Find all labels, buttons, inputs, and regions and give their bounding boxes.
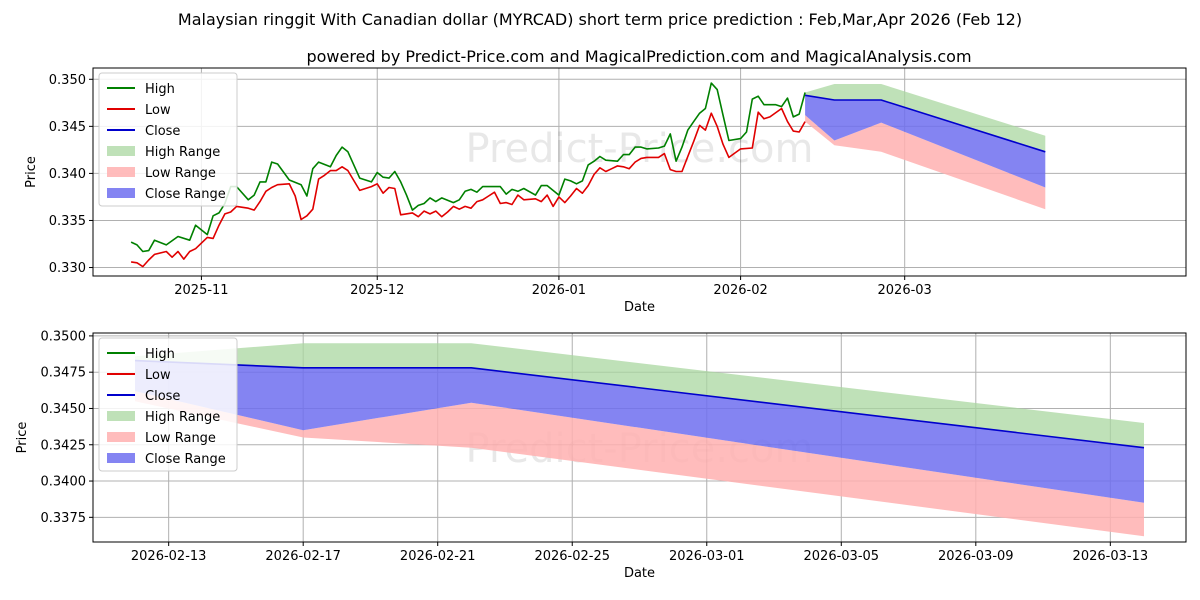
x-tick-label: 2026-02-25 bbox=[534, 549, 610, 564]
legend-swatch-low-range bbox=[107, 432, 135, 442]
legend-label-low-range: Low Range bbox=[145, 166, 216, 181]
x-tick-label: 2025-11 bbox=[174, 283, 228, 298]
y-tick-label: 0.330 bbox=[49, 261, 86, 276]
legend-swatch-close-range bbox=[107, 188, 135, 198]
low-line bbox=[130, 107, 806, 268]
close-range-area bbox=[805, 95, 1046, 188]
y-axis-label: Price bbox=[24, 156, 39, 188]
x-axis-label: Date bbox=[624, 300, 655, 315]
y-tick-label: 0.3375 bbox=[41, 511, 87, 526]
legend-label-close: Close bbox=[145, 389, 180, 404]
close-range-area bbox=[135, 360, 1144, 503]
y-tick-label: 0.3425 bbox=[41, 438, 87, 453]
x-tick-label: 2026-01 bbox=[532, 283, 586, 298]
y-tick-label: 0.3450 bbox=[41, 402, 87, 417]
x-tick-label: 2026-03-01 bbox=[669, 549, 745, 564]
x-tick-label: 2026-03-13 bbox=[1073, 549, 1149, 564]
y-tick-label: 0.3475 bbox=[41, 366, 87, 381]
legend-label-close-range: Close Range bbox=[145, 187, 226, 202]
y-tick-label: 0.340 bbox=[49, 167, 86, 182]
legend: High Low Close High Range Low Range Close Ran… bbox=[98, 72, 238, 207]
legend-label-close: Close bbox=[145, 124, 180, 139]
legend-label-low-range: Low Range bbox=[145, 431, 216, 446]
top-chart-panel: Predict-Price.com 2025-11 2025-12 2026-01 20… bbox=[24, 67, 1187, 315]
legend-label-close-range: Close Range bbox=[145, 452, 226, 467]
legend-swatch-high-range bbox=[107, 146, 135, 156]
x-tick-label: 2026-02-13 bbox=[131, 549, 207, 564]
low-range-area bbox=[135, 391, 1144, 537]
high-line bbox=[130, 82, 806, 253]
legend: High Low Close High Range Low Range Close Ran… bbox=[98, 337, 238, 472]
legend-label-high-range: High Range bbox=[145, 410, 220, 425]
legend-label-high: High bbox=[145, 82, 175, 97]
bottom-chart-panel: Predict-Price.com2026-02-132026-02-17202… bbox=[15, 329, 1187, 581]
close-line bbox=[804, 94, 1046, 153]
plot-area bbox=[130, 82, 1046, 268]
legend-label-high-range: High Range bbox=[145, 145, 220, 160]
x-tick-label: 2026-02 bbox=[713, 283, 767, 298]
figure-title: Malaysian ringgit With Canadian dollar (… bbox=[178, 10, 1022, 29]
x-tick-label: 2026-02-17 bbox=[265, 549, 341, 564]
y-tick-label: 0.335 bbox=[49, 214, 86, 229]
legend-swatch-close-range bbox=[107, 453, 135, 463]
legend-swatch-high-range bbox=[107, 411, 135, 421]
figure-subtitle: powered by Predict-Price.com and Magical… bbox=[306, 47, 971, 66]
y-tick-label: 0.3500 bbox=[41, 329, 87, 344]
low-range-area bbox=[805, 115, 1046, 210]
legend-label-low: Low bbox=[145, 368, 171, 383]
legend-swatch-low-range bbox=[107, 167, 135, 177]
y-axis-label: Price bbox=[15, 422, 30, 454]
x-tick-label: 2026-02-21 bbox=[400, 549, 476, 564]
y-tick-label: 0.3400 bbox=[41, 475, 87, 490]
legend-label-high: High bbox=[145, 347, 175, 362]
x-tick-label: 2026-03-09 bbox=[938, 549, 1014, 564]
x-tick-label: 2026-03 bbox=[878, 283, 932, 298]
high-range-area bbox=[805, 84, 1046, 152]
x-axis-label: Date bbox=[624, 566, 655, 581]
y-tick-label: 0.350 bbox=[49, 73, 86, 88]
x-tick-label: 2026-03-05 bbox=[804, 549, 880, 564]
legend-label-low: Low bbox=[145, 103, 171, 118]
plot-frame bbox=[92, 332, 1187, 543]
watermark: Predict-Price.com bbox=[466, 126, 814, 172]
x-tick-label: 2025-12 bbox=[350, 283, 404, 298]
y-tick-label: 0.345 bbox=[49, 120, 86, 135]
plot-frame bbox=[92, 67, 1187, 277]
